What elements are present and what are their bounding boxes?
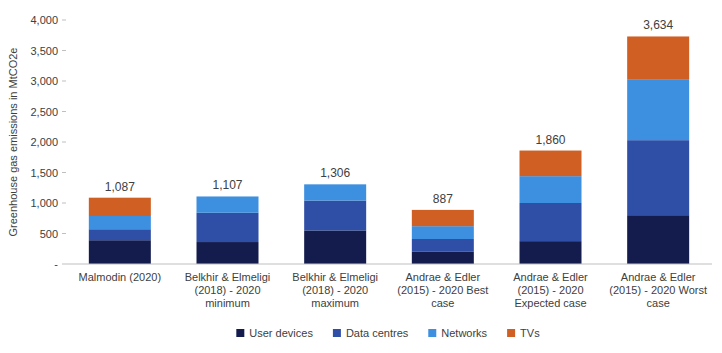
bar-segment bbox=[89, 240, 151, 264]
total-label: 1,306 bbox=[320, 166, 350, 180]
legend-swatch bbox=[236, 329, 244, 337]
bar-segment bbox=[520, 203, 582, 241]
legend: User devices Data centres Networks TVs bbox=[236, 327, 540, 339]
y-tick bbox=[62, 264, 66, 265]
bar-segment bbox=[627, 79, 689, 140]
y-tick bbox=[62, 81, 66, 82]
x-tick-label: Andrae & Edler(2015) - 2020Expected case bbox=[513, 271, 588, 309]
y-tick bbox=[62, 233, 66, 234]
label-line: Belkhir & Elmeligi bbox=[292, 271, 378, 283]
bar-segment bbox=[304, 184, 366, 185]
y-tick-label: 3,500 bbox=[30, 45, 58, 57]
x-tick-label: Belkhir & Elmeligi(2018) - 2020maximum bbox=[292, 271, 378, 309]
y-tick-label: 1,000 bbox=[30, 197, 58, 209]
bar-segment bbox=[412, 239, 474, 252]
label-line: maximum bbox=[311, 297, 359, 309]
legend-label: TVs bbox=[520, 327, 540, 339]
bar-segment bbox=[89, 229, 151, 240]
label-line: Malmodin (2020) bbox=[79, 271, 162, 283]
bar-segment bbox=[412, 226, 474, 239]
bar-segment bbox=[197, 196, 259, 212]
bar-segment bbox=[197, 213, 259, 242]
label-line: Expected case bbox=[514, 297, 586, 309]
y-tick bbox=[62, 111, 66, 112]
bar-segment bbox=[89, 198, 151, 216]
label-line: (2018) - 2020 bbox=[194, 284, 260, 296]
label-line: Andrae & Edler bbox=[621, 271, 696, 283]
label-line: Andrae & Edler bbox=[406, 271, 481, 283]
chart: - 500 1,000 1,500 2,000 2,500 3,000 3,500 4,000 G… bbox=[0, 0, 722, 353]
label-line: (2015) - 2020 bbox=[517, 284, 583, 296]
label-line: Andrae & Edler bbox=[513, 271, 588, 283]
bar-segment bbox=[304, 201, 366, 231]
y-tick-label: 500 bbox=[40, 228, 58, 240]
label-line: minimum bbox=[205, 297, 250, 309]
legend-swatch bbox=[333, 329, 341, 337]
y-tick-label: 4,000 bbox=[30, 14, 58, 26]
total-label: 3,634 bbox=[643, 18, 673, 32]
bar-segment bbox=[89, 216, 151, 229]
bar-segment bbox=[520, 151, 582, 177]
x-tick-label: Malmodin (2020) bbox=[79, 271, 162, 283]
total-label: 1,107 bbox=[212, 178, 242, 192]
bar-segment bbox=[627, 36, 689, 79]
bar-segment bbox=[627, 215, 689, 264]
bar-segment bbox=[520, 241, 582, 264]
y-axis-label: Greenhouse gas emissions in MtCO2e bbox=[7, 48, 19, 237]
x-tick-label: Andrae & Edler(2015) - 2020 Bestcase bbox=[397, 271, 488, 309]
x-axis-line bbox=[66, 264, 712, 265]
label-line: case bbox=[647, 297, 670, 309]
total-label: 887 bbox=[433, 192, 453, 206]
legend-label: Networks bbox=[441, 327, 487, 339]
y-tick bbox=[62, 50, 66, 51]
bar-segment bbox=[412, 252, 474, 264]
label-line: case bbox=[431, 297, 454, 309]
total-label: 1,860 bbox=[535, 133, 565, 147]
label-line: (2015) - 2020 Worst bbox=[609, 284, 707, 296]
label-line: (2018) - 2020 bbox=[302, 284, 368, 296]
label-line: Belkhir & Elmeligi bbox=[185, 271, 271, 283]
y-tick bbox=[62, 142, 66, 143]
y-tick-label: - bbox=[54, 258, 58, 270]
bar-segment bbox=[304, 184, 366, 200]
bar-segment bbox=[520, 176, 582, 203]
bar-segment bbox=[412, 210, 474, 226]
y-tick-label: 1,500 bbox=[30, 167, 58, 179]
x-tick-label: Belkhir & Elmeligi(2018) - 2020minimum bbox=[185, 271, 271, 309]
x-tick-label: Andrae & Edler(2015) - 2020 Worstcase bbox=[609, 271, 707, 309]
total-label: 1,087 bbox=[105, 180, 135, 194]
y-tick-label: 2,000 bbox=[30, 136, 58, 148]
legend-swatch bbox=[428, 329, 436, 337]
y-tick bbox=[62, 20, 66, 21]
bar-segment bbox=[304, 230, 366, 264]
label-line: (2015) - 2020 Best bbox=[397, 284, 488, 296]
y-tick-label: 2,500 bbox=[30, 106, 58, 118]
y-tick bbox=[62, 203, 66, 204]
legend-swatch bbox=[507, 329, 515, 337]
y-tick bbox=[62, 172, 66, 173]
bar-segment bbox=[627, 140, 689, 215]
bar-segment bbox=[197, 196, 259, 197]
y-tick-label: 3,000 bbox=[30, 75, 58, 87]
bars bbox=[89, 36, 689, 264]
legend-label: User devices bbox=[249, 327, 313, 339]
legend-label: Data centres bbox=[346, 327, 409, 339]
bar-segment bbox=[197, 242, 259, 264]
